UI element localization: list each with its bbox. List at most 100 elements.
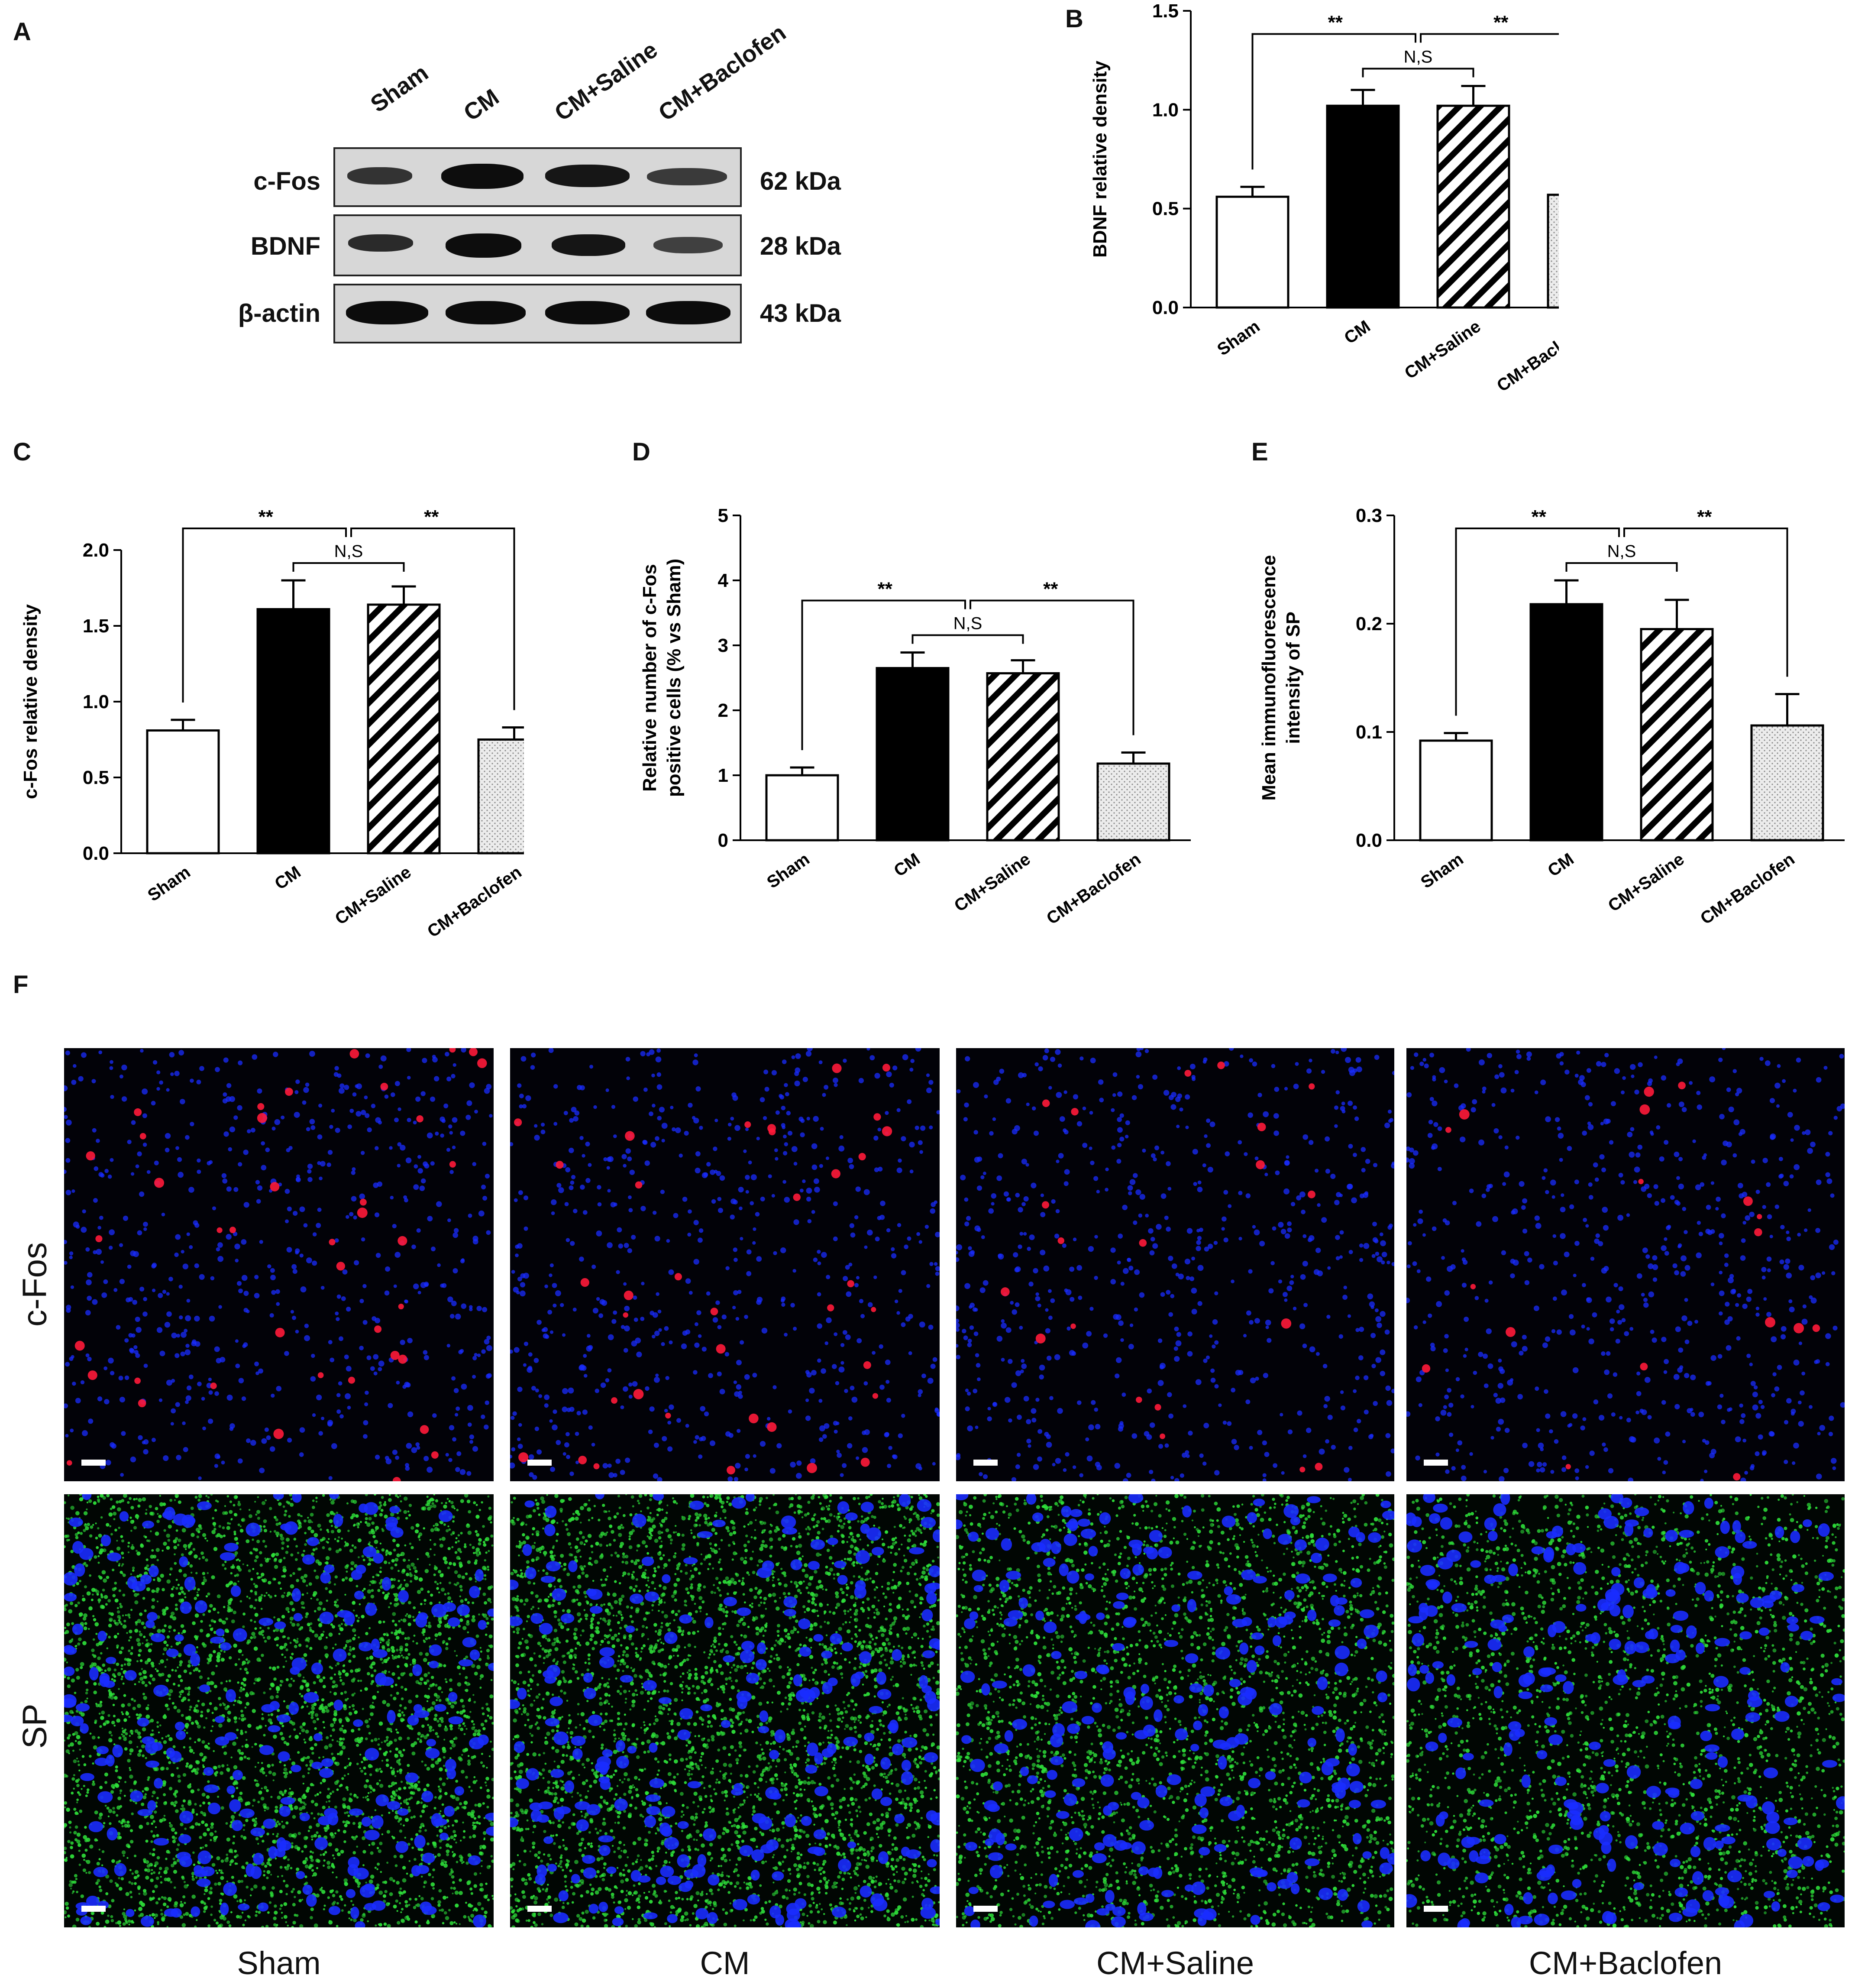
- sp-fiber-dot: [250, 1590, 253, 1593]
- bar: [765, 774, 839, 842]
- nucleus-dot: [81, 1052, 87, 1058]
- sp-fiber-dot: [452, 1887, 456, 1890]
- sp-fiber-dot: [445, 1680, 448, 1683]
- y-tick-label: 0.5: [1152, 198, 1179, 220]
- nucleus-dot: [1139, 1292, 1145, 1298]
- sp-fiber-dot: [201, 1793, 206, 1797]
- nucleus-dot: [91, 1079, 96, 1084]
- sp-fiber-dot: [455, 1797, 460, 1801]
- sp-fiber-dot: [200, 1620, 203, 1623]
- nucleus-dot: [1552, 1296, 1557, 1301]
- sp-fiber-dot: [244, 1731, 247, 1734]
- nucleus-dot: [1175, 1340, 1182, 1347]
- sp-fiber-dot: [245, 1819, 249, 1823]
- wb-band: [646, 301, 730, 324]
- sp-fiber-dot: [75, 1667, 79, 1672]
- sp-fiber-dot: [368, 1531, 372, 1535]
- nucleus-dot: [1445, 1469, 1450, 1474]
- sp-fiber-dot: [305, 1764, 308, 1767]
- sp-fiber-dot: [440, 1509, 442, 1512]
- nucleus-dot: [696, 1310, 701, 1315]
- nucleus-dot: [649, 1406, 655, 1412]
- cfos-positive-cell: [1638, 1179, 1644, 1185]
- cfos-positive-cell: [416, 1115, 423, 1123]
- nucleus-dot: [1018, 1207, 1023, 1213]
- nucleus-dot: [1015, 1370, 1021, 1376]
- nucleus-dot: [1737, 1293, 1742, 1298]
- nucleus-dot: [934, 1407, 939, 1412]
- sp-fiber-dot: [310, 1716, 314, 1719]
- nucleus-dot: [1663, 1460, 1668, 1465]
- nucleus-dot: [519, 1094, 524, 1098]
- nucleus-dot: [194, 1341, 200, 1347]
- nucleus-dot: [452, 1063, 456, 1067]
- sp-fiber-dot: [282, 1505, 285, 1508]
- nucleus-dot: [650, 1142, 656, 1148]
- sp-fiber-dot: [224, 1561, 227, 1563]
- sp-fiber-dot: [463, 1915, 467, 1919]
- nucleus-dot: [633, 1096, 639, 1102]
- sp-fiber-dot: [106, 1807, 110, 1810]
- nucleus-dot: [1361, 1168, 1366, 1172]
- nucleus-dot: [466, 1100, 472, 1106]
- sp-fiber-dot: [389, 1602, 392, 1605]
- nucleus-dot: [1587, 1124, 1594, 1130]
- sp-fiber-dot: [425, 1552, 430, 1556]
- nucleus-dot: [1422, 1058, 1427, 1062]
- sp-fiber-dot: [182, 1895, 186, 1899]
- sp-fiber-dot: [136, 1575, 139, 1578]
- sp-fiber-dot: [332, 1647, 334, 1649]
- nucleus-dot: [398, 1107, 401, 1111]
- sp-fiber-dot: [349, 1577, 353, 1582]
- nucleus-dot: [510, 1350, 513, 1354]
- nucleus-dot: [1643, 1302, 1649, 1308]
- sp-fiber-dot: [67, 1677, 70, 1680]
- sp-fiber-dot: [122, 1557, 124, 1559]
- nucleus-dot: [753, 1227, 756, 1231]
- nucleus-dot: [795, 1473, 802, 1479]
- nucleus-dot: [781, 1302, 785, 1307]
- nucleus-dot: [1127, 1185, 1133, 1191]
- sp-fiber-dot: [386, 1830, 391, 1834]
- sp-fiber-dot: [157, 1629, 162, 1633]
- sp-fiber-dot: [213, 1528, 217, 1531]
- nucleus-dot: [733, 1247, 738, 1252]
- nucleus-dot: [1254, 1229, 1260, 1236]
- cfos-positive-cell: [317, 1372, 324, 1378]
- nucleus-dot: [405, 1463, 409, 1467]
- sp-fiber-dot: [339, 1676, 342, 1679]
- nucleus-dot: [676, 1418, 681, 1423]
- sp-fiber-dot: [337, 1528, 341, 1533]
- nucleus-dot: [755, 1212, 760, 1217]
- sp-fiber-dot: [227, 1710, 231, 1715]
- scale-bar: [973, 1460, 998, 1466]
- nucleus-dot: [1168, 1413, 1173, 1419]
- nucleus-dot: [319, 1176, 323, 1181]
- nucleus-dot: [661, 1139, 665, 1143]
- nucleus-dot: [1302, 1234, 1307, 1238]
- nucleus-dot: [960, 1175, 966, 1181]
- cfos-positive-cell: [1042, 1201, 1050, 1209]
- sp-fiber-dot: [339, 1627, 344, 1632]
- nucleus-dot: [1026, 1438, 1031, 1444]
- significance-bracket: [1455, 528, 1620, 716]
- nucleus-dot: [259, 1240, 263, 1244]
- nucleus-dot: [719, 1389, 725, 1395]
- nucleus-dot: [1762, 1158, 1768, 1163]
- nucleus-dot: [214, 1463, 218, 1468]
- sp-fiber-dot: [351, 1693, 355, 1697]
- nucleus-dot: [916, 1232, 921, 1236]
- nucleus-dot: [281, 1115, 285, 1120]
- nucleus-dot: [608, 1334, 614, 1340]
- sp-fiber-dot: [98, 1849, 100, 1851]
- nucleus-dot: [1008, 1359, 1013, 1364]
- nucleus-dot: [775, 1110, 780, 1115]
- nucleus-dot: [623, 1282, 627, 1286]
- nucleus-dot: [864, 1245, 868, 1249]
- sp-fiber-dot: [276, 1665, 280, 1669]
- micrograph-image: [64, 1048, 493, 1481]
- sp-fiber-dot: [430, 1593, 433, 1597]
- sp-fiber-dot: [379, 1570, 382, 1574]
- nucleus-dot: [1559, 1158, 1563, 1162]
- nucleus-dot: [879, 1384, 885, 1390]
